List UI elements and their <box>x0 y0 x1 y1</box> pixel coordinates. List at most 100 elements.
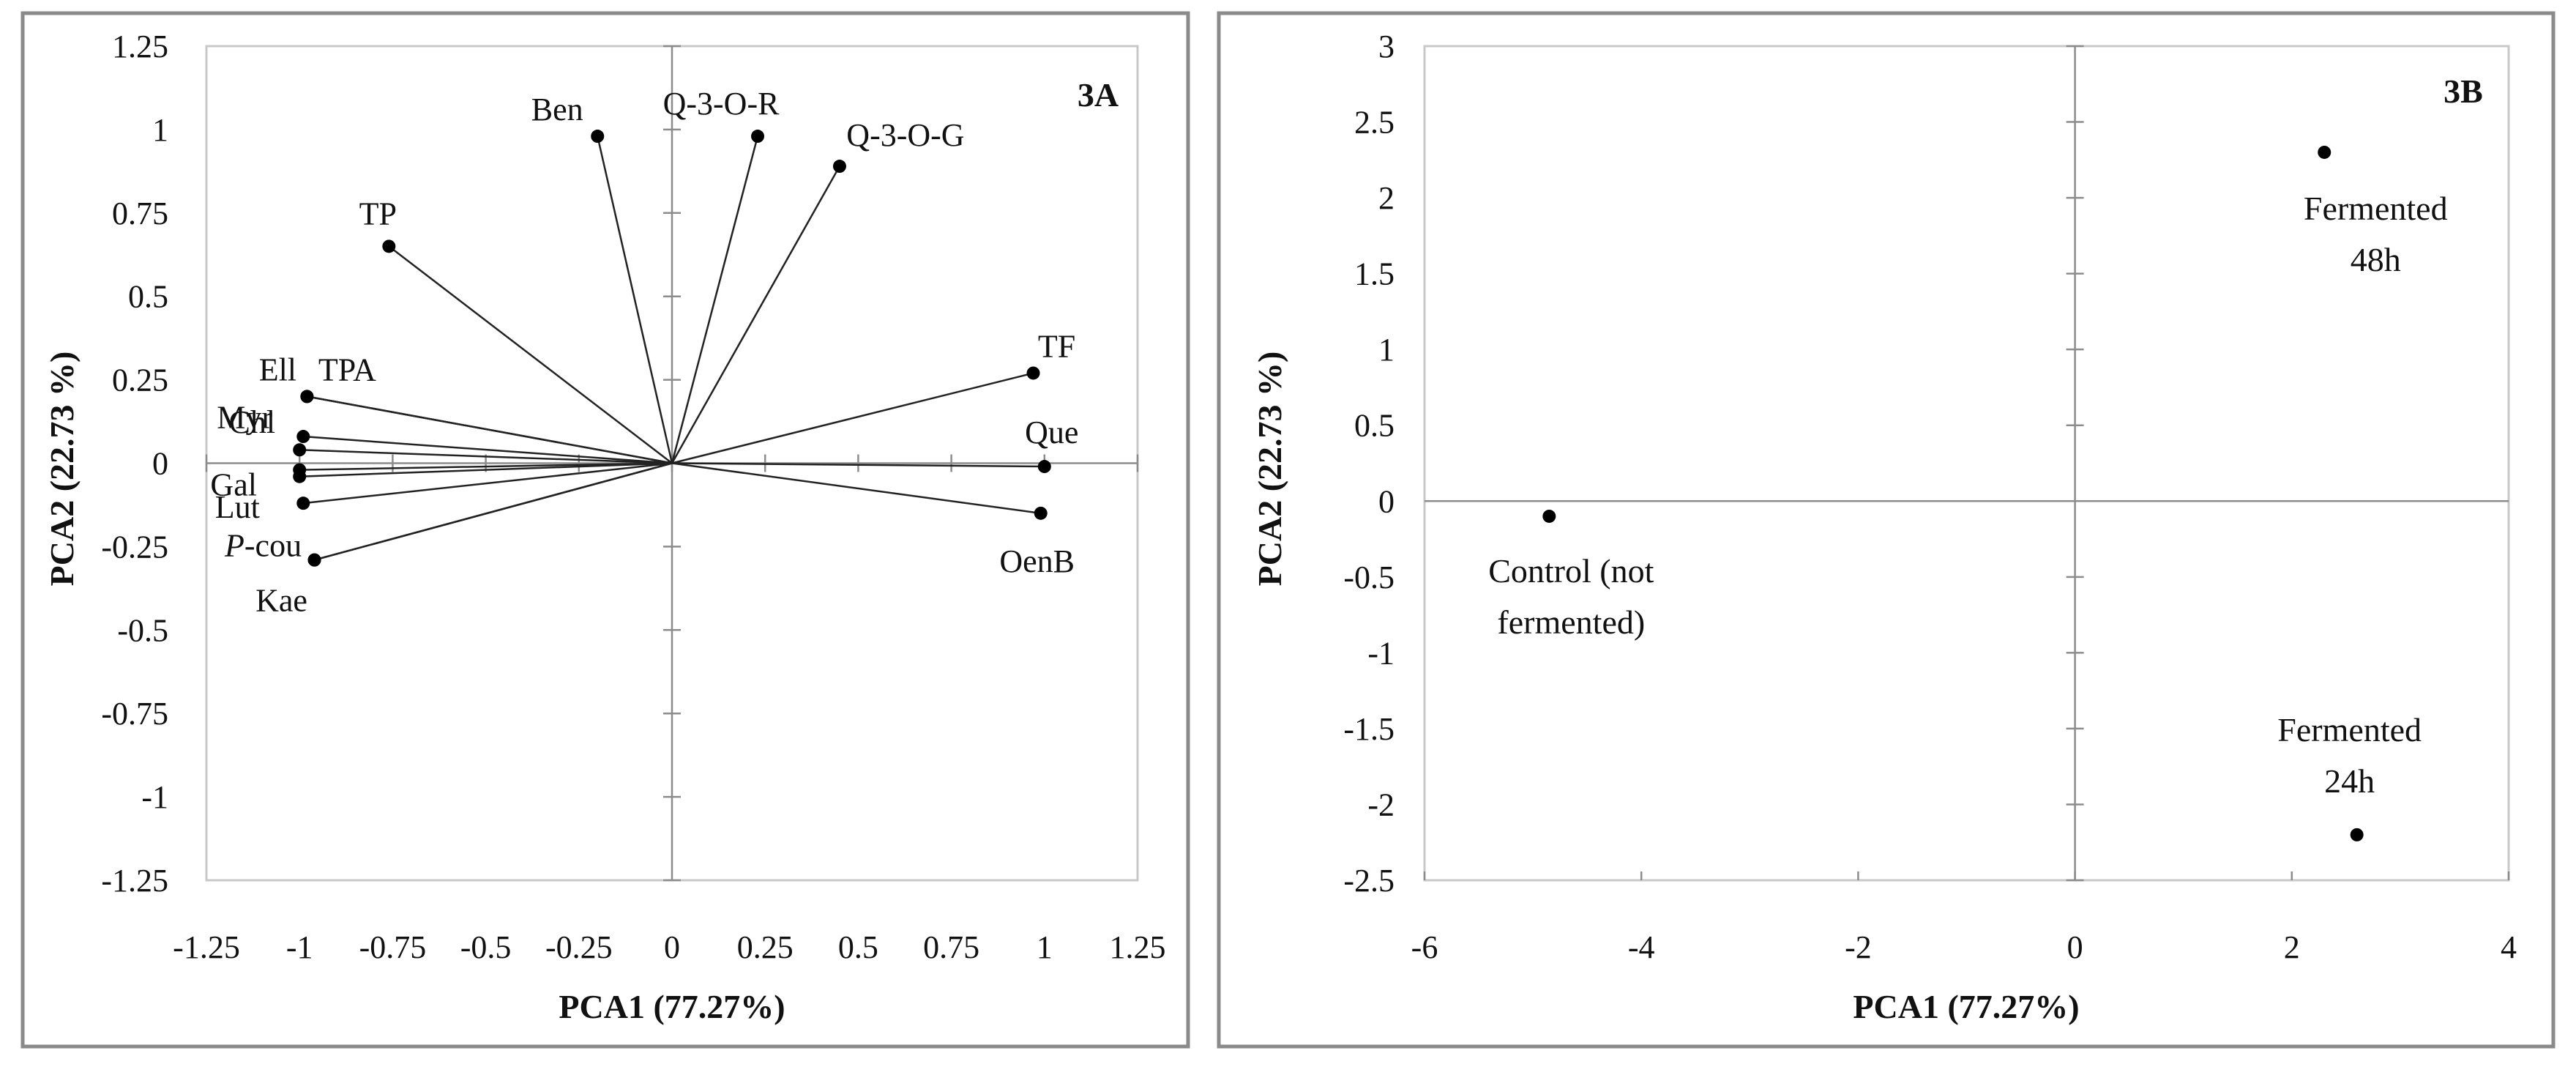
loading-vector <box>671 462 1045 468</box>
loading-point <box>382 239 396 253</box>
y-tick-label: -0.5 <box>117 612 168 648</box>
score-point <box>2318 145 2332 159</box>
vector-label: Myr <box>217 399 272 435</box>
loading-point <box>296 430 310 444</box>
loading-vector <box>303 462 673 505</box>
y-tick-label: 3 <box>1378 29 1395 64</box>
panel-3b-border <box>1217 11 2556 1049</box>
panel-3a-points <box>293 130 1051 567</box>
x-tick-label: 1 <box>1037 929 1053 965</box>
x-tick-label: -1.25 <box>173 929 240 965</box>
x-tick-label: 0.25 <box>737 929 794 965</box>
y-tick-label: 0.5 <box>1354 408 1395 444</box>
x-tick-label: -2 <box>1845 929 1872 965</box>
panel-3b-x-axis-title: PCA1 (77.27%) <box>1853 988 2079 1025</box>
vector-label: Kae <box>255 583 307 619</box>
loading-point <box>751 130 765 144</box>
y-tick-label: 2.5 <box>1354 105 1395 141</box>
y-tick-label: 0.25 <box>112 363 168 398</box>
x-tick-label: -0.25 <box>545 929 613 965</box>
loading-vector <box>671 166 841 464</box>
y-tick-label: 1 <box>152 112 168 148</box>
y-tick-label: -0.75 <box>101 696 168 732</box>
vector-label: Lut <box>215 489 260 525</box>
vector-label: TPA <box>318 352 376 387</box>
y-tick-label: 0.75 <box>112 196 168 231</box>
panel-3b-point-labels: Control (not fermented) Fermented 48h Fermen… <box>1488 190 2447 800</box>
panel-3b-y-tick-labels: -2.5 -2 -1.5 -1 -0.5 0 0.5 1 1.5 2 2.5 3 <box>1343 29 2084 899</box>
vector-label: TP <box>359 196 397 231</box>
y-tick-label: -1.5 <box>1343 711 1395 747</box>
panel-3a-x-axis-title: PCA1 (77.27%) <box>559 988 785 1025</box>
y-tick-label: -2.5 <box>1343 863 1395 899</box>
loading-vector <box>314 462 673 561</box>
x-tick-label: -0.5 <box>460 929 512 965</box>
score-point <box>2350 828 2364 841</box>
vector-label: Chl <box>228 404 275 440</box>
vector-label: OenB <box>999 543 1075 579</box>
loading-point <box>300 390 314 404</box>
panel-3a: -1.25 -1 -0.75 -0.5 -0.25 0 0.25 0.5 0.75 1 1.25 -… <box>20 11 1190 1049</box>
vector-label: Gal <box>210 467 257 503</box>
panel-3b-label: 3B <box>2444 73 2483 110</box>
loading-point <box>591 130 605 144</box>
y-tick-label: 0 <box>152 446 168 482</box>
y-tick-label: 1.25 <box>112 29 168 64</box>
loading-point <box>1026 366 1040 380</box>
panel-3a-y-tick-labels: -1.25 -1 -0.75 -0.5 -0.25 0 0.25 0.5 0.75 1 1.25 <box>101 29 681 899</box>
y-tick-label: -2 <box>1367 787 1395 822</box>
x-tick-label: -1 <box>286 929 313 965</box>
loading-point <box>1037 460 1051 474</box>
panel-3b-plot-area <box>1423 45 2510 882</box>
y-tick-label: 0.5 <box>128 279 168 315</box>
vector-label: Q-3-O-R <box>663 86 780 122</box>
x-tick-label: 0 <box>664 929 680 965</box>
loading-vector <box>671 135 759 464</box>
panel-3a-point-labels: Ben Q-3-O-R Q-3-O-G TP TF Que OenB Ell TPA ChlMyr… <box>210 86 1078 619</box>
panel-3a-loading-vectors <box>299 135 1045 561</box>
vector-label: TF <box>1038 328 1075 364</box>
loading-point <box>832 160 846 174</box>
y-tick-label: -1 <box>1367 635 1395 671</box>
y-tick-label: -1 <box>141 779 168 815</box>
x-tick-label: 1.25 <box>1110 929 1166 965</box>
score-point <box>1542 509 1556 523</box>
vector-label: Ell <box>259 352 296 387</box>
vector-label: Q-3-O-G <box>846 117 964 153</box>
loading-point <box>307 553 321 567</box>
loading-vector <box>307 395 673 464</box>
loading-vector <box>671 372 1034 464</box>
loading-vector <box>597 135 673 464</box>
panel-3b-points <box>1542 145 2364 841</box>
panel-3b-axes <box>1425 46 2509 880</box>
panel-3b: -6 -4 -2 0 2 4 -2.5-2-1.5-1-0.500.511.522.53 … <box>1217 11 2556 1049</box>
loading-vector <box>299 462 673 477</box>
vector-label: Ben <box>531 92 583 127</box>
x-tick-label: 0.75 <box>923 929 979 965</box>
x-tick-label: 0.5 <box>838 929 878 965</box>
panel-3a-label: 3A <box>1078 76 1119 114</box>
score-point-label: Control (not fermented) <box>1488 552 1654 641</box>
loading-vector <box>303 435 673 464</box>
loading-vector <box>299 449 673 464</box>
x-tick-label: -4 <box>1628 929 1655 965</box>
y-tick-label: 2 <box>1378 180 1395 216</box>
y-tick-label: 1.5 <box>1354 256 1395 292</box>
x-tick-label: -0.75 <box>359 929 427 965</box>
panel-3a-y-axis-title: PCA2 (22.73 %) <box>43 352 81 587</box>
y-tick-label: 1 <box>1378 332 1395 368</box>
panel-3b-y-axis-title: PCA2 (22.73 %) <box>1251 352 1288 587</box>
vector-label: Que <box>1025 414 1078 450</box>
panel-3a-border <box>20 11 1190 1049</box>
y-tick-label: -1.25 <box>101 863 168 899</box>
vector-label: P-cou <box>224 528 302 564</box>
loading-point <box>293 443 307 457</box>
panel-3a-x-tick-labels: -1.25 -1 -0.75 -0.5 -0.25 0 0.25 0.5 0.75 1 1.25 <box>173 454 1166 965</box>
x-tick-label: 2 <box>2284 929 2300 965</box>
panel-3b-x-tick-labels: -6 -4 -2 0 2 4 <box>1411 871 2517 965</box>
y-tick-label: -0.25 <box>101 529 168 565</box>
x-tick-label: 0 <box>2067 929 2083 965</box>
score-point-label: Fermented 24h <box>2277 711 2422 800</box>
score-point-label: Fermented 48h <box>2304 190 2448 278</box>
loading-point <box>296 497 310 510</box>
